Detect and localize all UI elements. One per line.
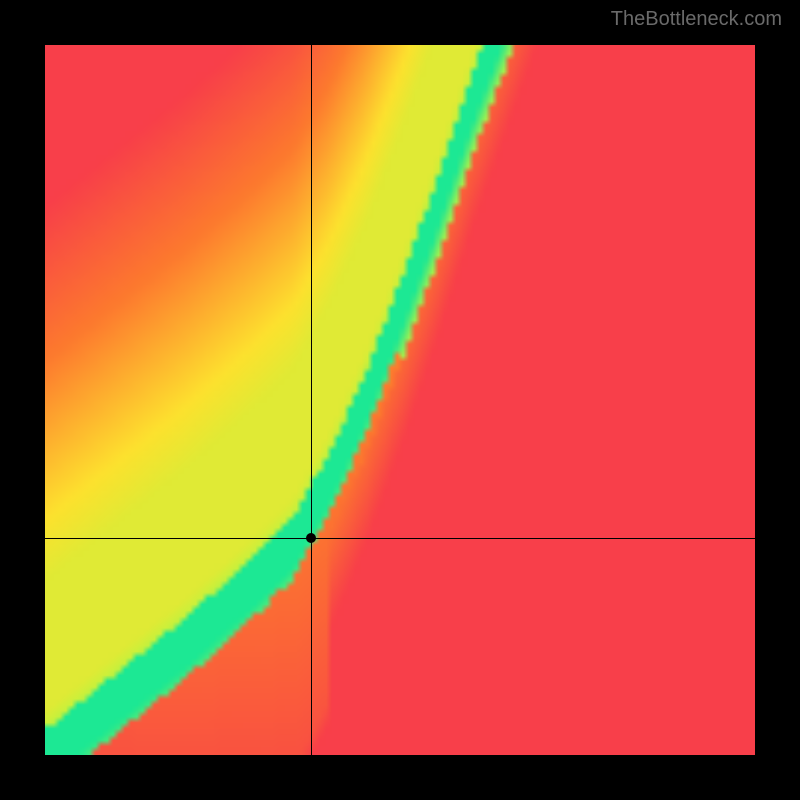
watermark-text: TheBottleneck.com xyxy=(611,8,782,31)
heatmap-plot xyxy=(45,45,755,755)
crosshair-vertical xyxy=(311,45,312,755)
crosshair-horizontal xyxy=(45,538,755,539)
marker-dot xyxy=(306,533,316,543)
heatmap-canvas xyxy=(45,45,755,755)
